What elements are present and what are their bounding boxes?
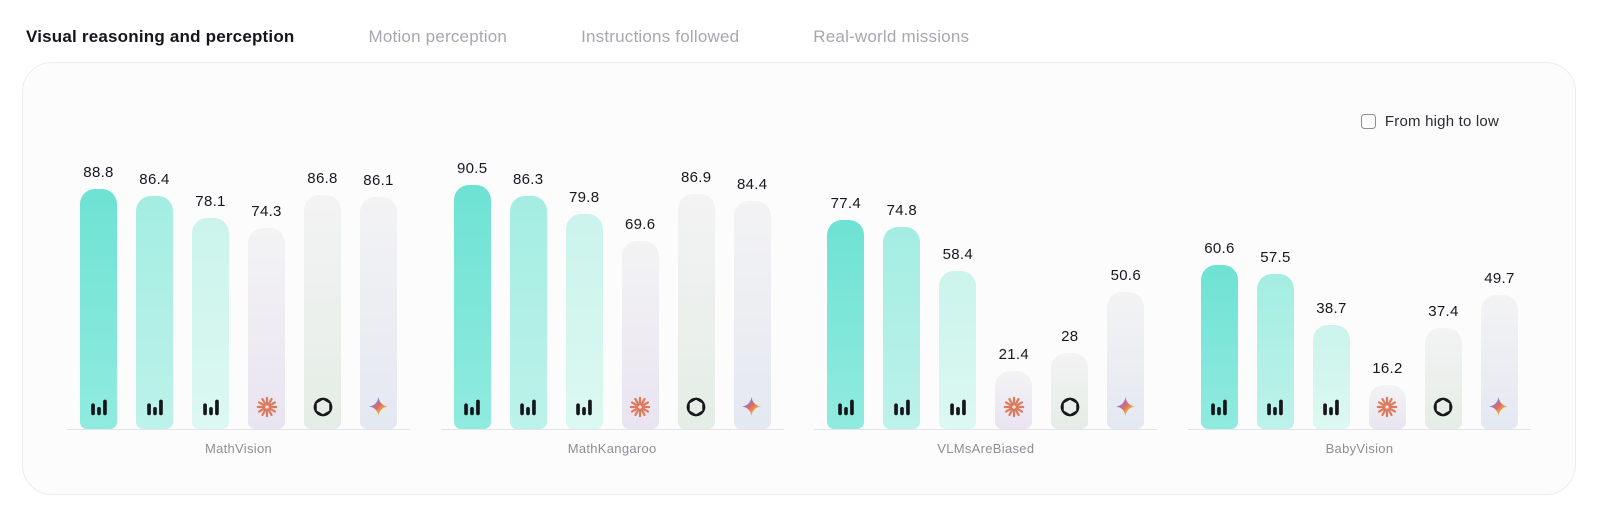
bar-series6-mathvision[interactable]: 86.1	[360, 172, 397, 429]
bar-value-label: 88.8	[83, 164, 114, 182]
bar-series2-mathvision[interactable]: 86.4	[136, 171, 173, 429]
claude-starburst-icon	[256, 396, 278, 418]
bar-series1-mathkangaroo[interactable]: 90.5	[453, 160, 491, 429]
bar-series6-mathkangaroo[interactable]: 84.4	[733, 176, 771, 429]
bar-value-label: 28	[1061, 328, 1079, 346]
equalizer-icon	[1264, 396, 1286, 418]
benchmark-name-label: MathKangaroo	[567, 441, 657, 456]
equalizer-icon	[1208, 396, 1230, 418]
openai-icon	[685, 396, 707, 418]
bars-row: 88.8 86.4 78.1 74.3 86.8 86.1	[67, 164, 410, 430]
bar-value-label: 49.7	[1484, 269, 1515, 287]
bar-value-label: 79.8	[568, 188, 600, 206]
benchmark-panel: From high to low 88.8 86.4 78.1 74.3 86.8…	[22, 62, 1576, 495]
bar-series2-babyvision[interactable]: 57.5	[1256, 249, 1294, 429]
bar-value-label: 78.1	[195, 193, 226, 211]
gemini-star-icon	[741, 396, 763, 418]
equalizer-icon	[835, 396, 857, 418]
chart-group-vlmsarebiased: 77.4 74.8 58.4 21.4 28 50.6 VLMsAreBiased	[814, 133, 1158, 456]
chart-group-mathvision: 88.8 86.4 78.1 74.3 86.8 86.1 MathVision	[67, 133, 410, 456]
bar-value-label: 86.1	[363, 171, 394, 189]
chart-group-babyvision: 60.6 57.5 38.7 16.2 37.4 49.7 BabyVision	[1187, 133, 1531, 456]
bar-series2-mathkangaroo[interactable]: 86.3	[509, 171, 547, 429]
openai-icon	[312, 396, 334, 418]
bar-value-label: 86.9	[680, 169, 712, 187]
bar-value-label: 90.5	[456, 159, 488, 177]
bar-value-label: 74.3	[251, 203, 282, 221]
bar-value-label: 16.2	[1372, 360, 1403, 378]
checkbox-icon[interactable]	[1360, 114, 1376, 129]
bar-series3-babyvision[interactable]: 38.7	[1312, 300, 1350, 429]
bar-series5-mathvision[interactable]: 86.8	[304, 170, 341, 429]
bar-series4-mathvision[interactable]: 74.3	[248, 203, 285, 429]
equalizer-icon	[461, 396, 483, 418]
bar-series4-mathkangaroo[interactable]: 69.6	[621, 216, 659, 429]
gemini-star-icon	[1488, 396, 1510, 418]
checkbox-label: From high to low	[1384, 113, 1499, 130]
equalizer-icon	[517, 396, 539, 418]
bar-value-label: 84.4	[736, 176, 768, 194]
bar-value-label: 86.3	[512, 171, 544, 188]
benchmark-name-label: BabyVision	[1325, 441, 1394, 456]
tab-real-world-missions[interactable]: Real-world missions	[813, 27, 970, 46]
bar-value-label: 57.5	[1260, 248, 1291, 266]
bar-value-label: 69.6	[624, 216, 656, 234]
chart-group-mathkangaroo: 90.5 86.3 79.8 69.6 86.9 84.4 MathKangaroo	[440, 133, 784, 456]
bar-series5-babyvision[interactable]: 37.4	[1424, 303, 1462, 429]
bar-value-label: 58.4	[942, 246, 974, 264]
bar-value-label: 50.6	[1110, 267, 1142, 285]
bar-series2-vlmsarebiased[interactable]: 74.8	[883, 202, 921, 429]
bar-series4-babyvision[interactable]: 16.2	[1368, 360, 1406, 429]
equalizer-icon	[200, 396, 222, 418]
bar-series1-vlmsarebiased[interactable]: 77.4	[827, 195, 865, 429]
openai-icon	[1432, 396, 1454, 418]
bar-series3-mathkangaroo[interactable]: 79.8	[565, 189, 603, 429]
bars-row: 60.6 57.5 38.7 16.2 37.4 49.7	[1187, 240, 1531, 430]
bar-series6-vlmsarebiased[interactable]: 50.6	[1107, 267, 1145, 429]
tab-motion-perception[interactable]: Motion perception	[368, 27, 508, 46]
claude-starburst-icon	[1003, 396, 1025, 418]
benchmark-name-label: VLMsAreBiased	[937, 441, 1035, 456]
bar-value-label: 37.4	[1428, 303, 1459, 320]
equalizer-icon	[144, 396, 166, 418]
bar-value-label: 60.6	[1204, 240, 1235, 258]
bar-chart-area: 88.8 86.4 78.1 74.3 86.8 86.1 MathVision 90…	[67, 133, 1531, 456]
bar-series5-mathkangaroo[interactable]: 86.9	[677, 169, 715, 429]
bar-series5-vlmsarebiased[interactable]: 28	[1051, 328, 1089, 429]
equalizer-icon	[88, 396, 110, 418]
bar-value-label: 86.8	[307, 169, 338, 187]
bar-value-label: 21.4	[998, 346, 1030, 364]
bar-series1-mathvision[interactable]: 88.8	[80, 164, 117, 429]
bar-series4-vlmsarebiased[interactable]: 21.4	[995, 346, 1033, 429]
bar-series1-babyvision[interactable]: 60.6	[1200, 240, 1238, 429]
claude-starburst-icon	[1376, 396, 1398, 418]
benchmark-name-label: MathVision	[204, 441, 273, 456]
tab-bar: Visual reasoning and perception Motion p…	[0, 0, 1600, 56]
bars-row: 90.5 86.3 79.8 69.6 86.9 84.4	[440, 160, 784, 430]
sort-high-to-low-checkbox[interactable]: From high to low	[1360, 113, 1499, 130]
bar-value-label: 86.4	[139, 170, 170, 188]
bars-row: 77.4 74.8 58.4 21.4 28 50.6	[814, 195, 1158, 430]
equalizer-icon	[1320, 396, 1342, 418]
claude-starburst-icon	[629, 396, 651, 418]
bar-series3-vlmsarebiased[interactable]: 58.4	[939, 246, 977, 429]
bar-value-label: 77.4	[830, 195, 862, 212]
gemini-star-icon	[1115, 396, 1137, 418]
openai-icon	[1059, 396, 1081, 418]
bar-value-label: 74.8	[886, 202, 918, 219]
equalizer-icon	[891, 396, 913, 418]
tab-visual-reasoning[interactable]: Visual reasoning and perception	[26, 27, 295, 46]
gemini-star-icon	[368, 396, 390, 418]
equalizer-icon	[573, 396, 595, 418]
bar-value-label: 38.7	[1316, 299, 1347, 317]
bar-series3-mathvision[interactable]: 78.1	[192, 193, 229, 429]
equalizer-icon	[947, 396, 969, 418]
tab-instructions-followed[interactable]: Instructions followed	[581, 27, 740, 46]
bar-series6-babyvision[interactable]: 49.7	[1480, 270, 1518, 429]
